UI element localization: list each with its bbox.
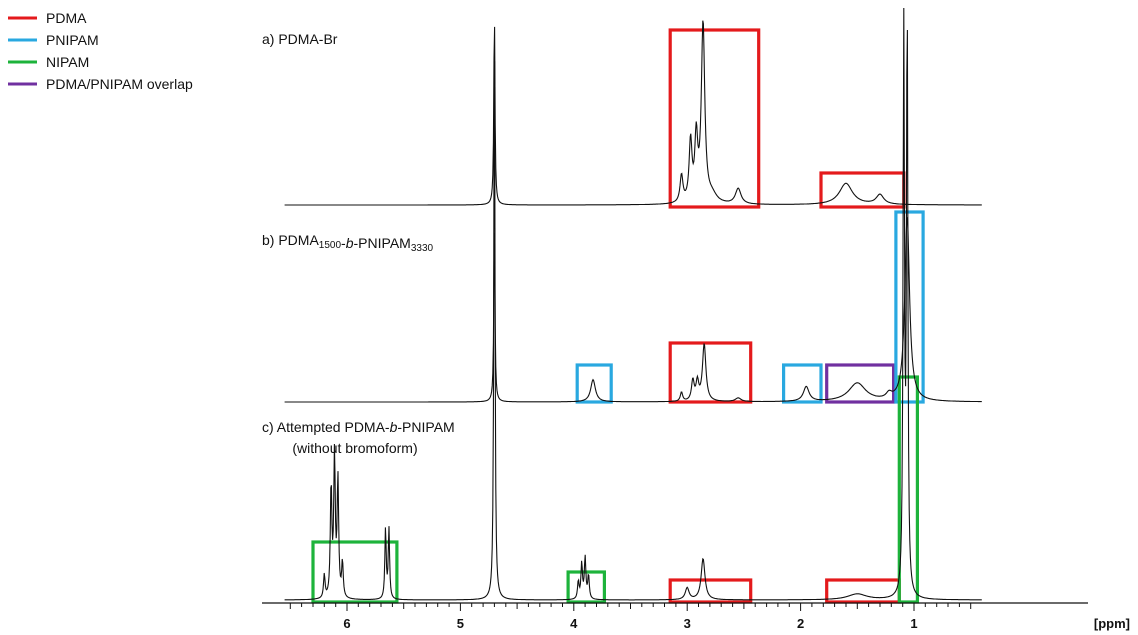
x-tick-label-4: 4 xyxy=(570,616,578,631)
spectrum-trace-c xyxy=(284,7,982,601)
spectrum-label-b: b) PDMA1500-b-PNIPAM3330 xyxy=(262,232,434,254)
highlight-box-pdma-pnipam-overlap-5 xyxy=(825,363,896,404)
legend-label-pnipam: PNIPAM xyxy=(46,32,99,48)
highlight-box-pnipam-4 xyxy=(781,363,823,404)
spectrum-label-c-line2: (without bromoform) xyxy=(292,440,417,456)
spectra xyxy=(284,7,982,601)
highlight-box-pdma-0 xyxy=(668,28,761,209)
legend-label-pdma-pnipam-overlap: PDMA/PNIPAM overlap xyxy=(46,76,193,92)
highlight-boxes xyxy=(311,28,925,604)
spectrum-label-a: a) PDMA-Br xyxy=(262,31,338,47)
legend: PDMA PNIPAM NIPAM PDMA/PNIPAM overlap xyxy=(8,10,193,92)
legend-label-nipam: NIPAM xyxy=(46,54,89,70)
x-axis-unit-label: [ppm] xyxy=(1094,616,1130,631)
spectrum-label-c: c) Attempted PDMA-b-PNIPAM xyxy=(262,419,455,435)
x-tick-label-3: 3 xyxy=(684,616,691,631)
x-tick-label-1: 1 xyxy=(910,616,917,631)
highlight-box-pdma-1 xyxy=(819,171,906,209)
highlight-box-nipam-7 xyxy=(311,540,399,604)
x-axis: 6 5 4 3 2 1 [ppm] xyxy=(262,602,1130,631)
spectrum-trace-a xyxy=(284,20,982,206)
highlight-box-pnipam-2 xyxy=(575,363,613,404)
x-tick-label-2: 2 xyxy=(797,616,804,631)
x-tick-label-5: 5 xyxy=(457,616,464,631)
highlight-box-pdma-3 xyxy=(668,341,753,404)
x-tick-label-6: 6 xyxy=(343,616,350,631)
highlight-box-pdma-9 xyxy=(668,578,753,604)
spectrum-trace-b xyxy=(284,217,982,403)
spectrum-labels: a) PDMA-Br b) PDMA1500-b-PNIPAM3330 c) Att… xyxy=(262,31,455,456)
highlight-box-pnipam-6 xyxy=(894,210,925,404)
legend-label-pdma: PDMA xyxy=(46,10,87,26)
